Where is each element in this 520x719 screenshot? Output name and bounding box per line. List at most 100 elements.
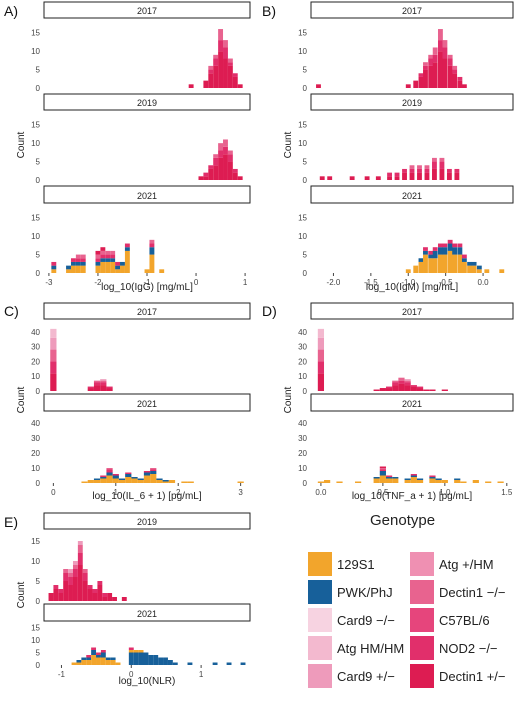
histogram-bar-segment	[428, 54, 434, 59]
facet-strip	[310, 185, 514, 204]
histogram-bar-segment	[93, 380, 101, 383]
histogram-bar-segment	[208, 65, 214, 70]
y-tick-label: 20	[298, 449, 307, 458]
histogram-bar-segment	[409, 172, 415, 180]
y-tick-label: 5	[36, 158, 41, 167]
histogram-bar-segment	[405, 84, 411, 88]
histogram-bar-segment	[317, 481, 325, 483]
histogram-bar-segment	[402, 172, 407, 180]
x-axis-label: log_10(IL_6 + 1) [pg/mL]	[92, 491, 201, 502]
histogram-bar-segment	[93, 385, 101, 391]
histogram-bar-segment	[454, 480, 461, 483]
histogram-bar-segment	[423, 389, 430, 391]
histogram-bar-segment	[102, 593, 108, 597]
legend-item-129s1: 129S1	[308, 552, 375, 576]
panel-letter: E)	[4, 514, 18, 530]
histogram-bar-segment	[91, 655, 97, 665]
y-tick-label: 0	[36, 84, 41, 93]
y-tick-label: 40	[298, 328, 307, 337]
facet-strip	[43, 302, 251, 320]
histogram-bar-segment	[208, 165, 214, 169]
histogram-bar-segment	[68, 585, 73, 601]
histogram-bar-segment	[100, 475, 107, 477]
histogram-bar-segment	[373, 478, 380, 483]
histogram-bar-segment	[416, 386, 424, 389]
histogram-bar-segment	[128, 650, 134, 653]
histogram-bar-segment	[394, 176, 400, 180]
histogram-bar-segment	[317, 328, 325, 338]
histogram-bar-segment	[417, 165, 422, 169]
histogram-bar-segment	[417, 172, 422, 180]
x-tick-label: -1	[58, 670, 66, 679]
histogram-bar-segment	[100, 250, 106, 255]
y-tick-label: 0	[303, 479, 308, 488]
panel-letter: A)	[4, 3, 18, 19]
histogram-bar-segment	[51, 269, 57, 273]
histogram-bar-segment	[91, 650, 97, 655]
histogram-bar-segment	[467, 261, 473, 266]
histogram-bar-segment	[447, 250, 453, 273]
histogram-bar-segment	[120, 261, 125, 266]
y-tick-label: 15	[31, 29, 40, 38]
histogram-bar-segment	[223, 40, 228, 48]
histogram-bar-segment	[232, 168, 238, 173]
histogram-bar-segment	[106, 388, 113, 391]
y-axis-label: Count	[283, 386, 294, 413]
histogram-bar-segment	[92, 589, 98, 593]
y-tick-label: 10	[298, 47, 307, 56]
histogram-bar-segment	[156, 478, 163, 480]
histogram-bar-segment	[409, 168, 415, 173]
histogram-bar-segment	[188, 84, 194, 88]
histogram-bar-segment	[441, 480, 448, 483]
histogram-bar-segment	[68, 573, 73, 577]
histogram-bar-segment	[106, 468, 113, 470]
histogram-bar-segment	[50, 328, 57, 338]
y-tick-label: 30	[298, 343, 307, 352]
histogram-bar-segment	[112, 597, 117, 601]
x-tick-label: -1	[143, 278, 151, 287]
histogram-bar-segment	[423, 250, 428, 255]
histogram-bar-segment	[86, 657, 92, 660]
histogram-bar-segment	[95, 250, 101, 255]
histogram-bar-segment	[447, 54, 453, 59]
histogram-bar-segment	[70, 261, 76, 266]
y-axis-label: Count	[283, 131, 294, 158]
legend-label: Atg HM/HM	[337, 640, 405, 656]
y-tick-label: 15	[31, 121, 40, 130]
histogram-bar-segment	[429, 389, 436, 391]
histogram-bar-segment	[418, 76, 424, 88]
histogram-bar-segment	[392, 478, 399, 483]
histogram-bar-segment	[447, 65, 453, 88]
histogram-bar-segment	[105, 657, 111, 660]
histogram-bar-segment	[324, 480, 331, 483]
facet-strip-label: 2021	[402, 399, 422, 409]
y-tick-label: 5	[36, 251, 41, 260]
histogram-bar-segment	[232, 172, 238, 180]
histogram-bar-segment	[223, 58, 228, 88]
facet-strip-label: 2021	[137, 191, 157, 201]
histogram-bar-segment	[63, 569, 69, 573]
histogram-bar-segment	[227, 161, 233, 180]
histogram-bar-segment	[105, 254, 111, 259]
histogram-bar-segment	[439, 161, 445, 169]
histogram-bar-segment	[472, 480, 479, 483]
histogram-bar-segment	[317, 337, 325, 350]
histogram-bar-segment	[240, 662, 246, 665]
legend-label: Dectin1 +/−	[439, 668, 506, 684]
histogram-bar-segment	[423, 254, 428, 273]
facet-strip	[310, 1, 514, 19]
y-tick-label: 15	[31, 624, 40, 633]
histogram-bar-segment	[432, 161, 437, 169]
y-tick-label: 10	[298, 232, 307, 241]
histogram-bar-segment	[153, 655, 159, 665]
histogram-bar-segment	[442, 243, 448, 248]
histogram-bar-segment	[112, 475, 119, 479]
histogram-bar-segment	[392, 477, 399, 479]
legend-swatch	[308, 580, 332, 604]
histogram-bar-segment	[394, 172, 400, 177]
histogram-bar-segment	[227, 62, 233, 66]
histogram-bar-segment	[457, 254, 463, 273]
facet-strip-label: 2019	[137, 98, 157, 108]
x-tick-label: -1.0	[401, 278, 415, 287]
